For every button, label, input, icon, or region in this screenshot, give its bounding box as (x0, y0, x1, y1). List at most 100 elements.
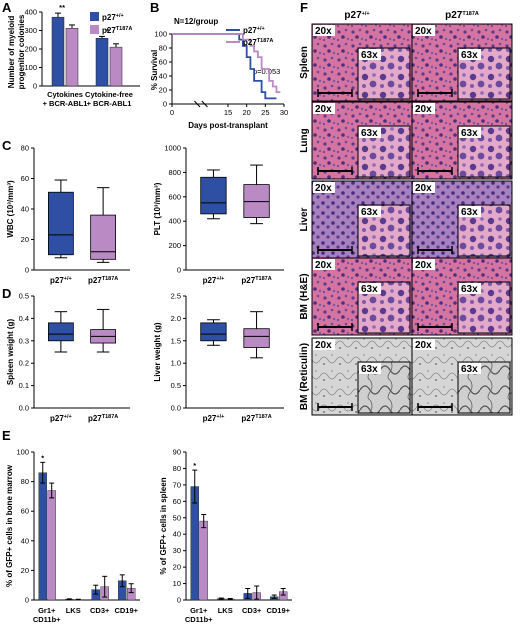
panel-e-spleen-y-tick-label: 90 (173, 448, 181, 457)
panel-d-spleen-y-tick-label: 0.0 (19, 404, 29, 413)
panel-e-spleen-category-l2: CD11b+ (185, 615, 213, 624)
panel-a-y-tick-label: 300 (24, 26, 37, 35)
panel-d-spleen-y-tick-label: 0.3 (19, 336, 29, 345)
panel-e-label: E (2, 428, 11, 443)
panel-f-row-label: Liver (299, 207, 310, 231)
panel-f-mag-63x: 63x (361, 284, 378, 295)
panel-d-spleen-category: p27+/+ (50, 414, 72, 423)
panel-c-wbc-y-tick-label: 0 (25, 266, 29, 275)
panel-d-spleen-category-sup: +/+ (64, 414, 72, 420)
panel-e-spleen-y-tick-label: 70 (173, 480, 181, 489)
panel-a-legend-wt-base: p27 (102, 13, 116, 22)
panel-f-label: F (300, 0, 308, 15)
panel-d-liver-category-base: p27 (241, 414, 255, 423)
panel-b-axis-break (194, 100, 201, 108)
panel-e-spleen-bar (199, 520, 208, 601)
panel-d-spleen-category-base: p27 (50, 414, 64, 423)
panel-c-wbc-category-base: p27 (88, 276, 102, 285)
panel-f-row-label: Spleen (299, 46, 310, 79)
panel-c-wbc-category: p27T187A (88, 276, 118, 285)
panel-a-label: A (2, 0, 12, 15)
panel-e-spleen-category-l1: CD19+ (266, 606, 290, 615)
panel-f-mag-63x: 63x (461, 50, 478, 61)
panel-a-legend-swatch-wt (90, 12, 99, 21)
panel-c-plt-category: p27T187A (241, 276, 271, 285)
panel-f-mag-bg (313, 103, 335, 114)
panel-e-spleen-bar (190, 486, 199, 601)
panel-c-wbc-y-tick-label: 40 (21, 205, 29, 214)
panel-e-bm-significance: * (41, 453, 44, 462)
panel-e-spleen-y-tick-label: 60 (173, 497, 181, 506)
panel-a-legend-wt: p27+/+ (102, 13, 124, 22)
panel-a-significance: * (106, 26, 109, 35)
panel-c-wbc-category-sup: T187A (102, 276, 119, 282)
panel-e-bm-ylabel: % of GFP+ cells in bone marrow (5, 464, 14, 587)
panel-b-xlabel: Days post-transplant (188, 121, 268, 130)
panel-b-legend-wt: p27+/+ (243, 26, 265, 35)
panel-e-bm-bar (47, 490, 56, 601)
panel-b-y-tick-label: 0 (163, 100, 167, 109)
panel-f-mag-63x: 63x (461, 364, 478, 375)
panel-f-column-mut-base: p27 (445, 10, 463, 21)
panel-f-row-label: BM (H&E) (299, 273, 310, 319)
panel-f-inset-mag-bg (359, 283, 381, 294)
panel-e-bm-category-l2: CD11b+ (33, 615, 61, 624)
panel-b-x-tick-label: 0 (170, 108, 174, 117)
panel-c-wbc-category: p27+/+ (50, 276, 72, 285)
panel-b-y-tick-label: 20 (159, 86, 167, 95)
panel-c-plt-ylabel: PLT (10³/mm³) (153, 182, 162, 235)
panel-e-bm-category-l1: CD3+ (90, 606, 110, 615)
panel-e-spleen-y-tick-label: 40 (173, 530, 181, 539)
panel-c-plt-category-base: p27 (241, 276, 255, 285)
panel-f-mag-bg (413, 103, 435, 114)
panel-f-inset-mag-bg (459, 49, 481, 60)
panel-f-mag-bg (313, 25, 335, 36)
panel-f-mag-20x: 20x (315, 26, 332, 37)
panel-e-spleen-category-l1: CD3+ (242, 606, 262, 615)
panel-a-significance: ** (59, 3, 65, 12)
panel-f-mag-bg (413, 182, 435, 193)
panel-c-plt-category-base: p27 (203, 276, 217, 285)
panel-c-plt-category-sup: +/+ (216, 276, 224, 282)
panel-f-mag-20x: 20x (315, 183, 332, 194)
panel-d-label: D (2, 286, 11, 301)
panel-f-inset-mag-bg (459, 283, 481, 294)
panel-a-category-l1: Cytokines (47, 90, 83, 99)
panel-f-mag-63x: 63x (361, 50, 378, 61)
panel-d-liver-y-tick-label: 0.5 (171, 381, 181, 390)
panel-b-n-label: N=12/group (174, 17, 218, 26)
panel-d-spleen-ylabel: Spleen weight (g) (6, 319, 15, 386)
panel-a-ylabel-l2: progenitor colonies (17, 14, 26, 89)
panel-f-inset-mag-bg (459, 206, 481, 217)
panel-f-mag-63x: 63x (361, 364, 378, 375)
panel-f-mag-bg (413, 259, 435, 270)
panel-e-bm-category-l1: Gr1+ (38, 606, 56, 615)
panel-f-mag-20x: 20x (415, 26, 432, 37)
panel-f-mag-20x: 20x (415, 104, 432, 115)
panel-b-x-tick-label: 25 (261, 108, 269, 117)
panel-f-mag-bg (313, 259, 335, 270)
panel-b-pvalue: p=0.053 (253, 67, 280, 76)
panel-d-spleen-y-tick-label: 0.5 (19, 292, 29, 301)
panel-a-ylabel: Number of myeloidprogenitor colonies (7, 14, 26, 89)
panel-b-legend-wt-base: p27 (243, 26, 257, 35)
panel-c-label: C (2, 138, 12, 153)
panel-c-wbc-category-sup: +/+ (64, 276, 72, 282)
panel-a-category-l2: + BCR-ABL1 (87, 99, 132, 108)
panel-a-legend-mut: p27T187A (102, 26, 132, 35)
panel-d-spleen-y-tick-label: 0.4 (19, 314, 29, 323)
panel-e-spleen-significance: * (193, 461, 196, 470)
panel-f-mag-20x: 20x (315, 340, 332, 351)
panel-d-liver-category-sup: T187A (255, 414, 272, 420)
panel-e-bm-bar (38, 472, 47, 601)
panel-c-plt-y-tick-label: 1000 (164, 144, 181, 153)
panel-d-liver-box (200, 322, 227, 342)
panel-f-mag-63x: 63x (461, 207, 478, 218)
panel-b-legend-wt-sup: +/+ (257, 26, 265, 32)
panel-f-mag-20x: 20x (315, 104, 332, 115)
panel-f-mag-20x: 20x (315, 260, 332, 271)
panel-f-mag-63x: 63x (461, 284, 478, 295)
panel-e-bm-y-tick-label: 80 (21, 477, 29, 486)
